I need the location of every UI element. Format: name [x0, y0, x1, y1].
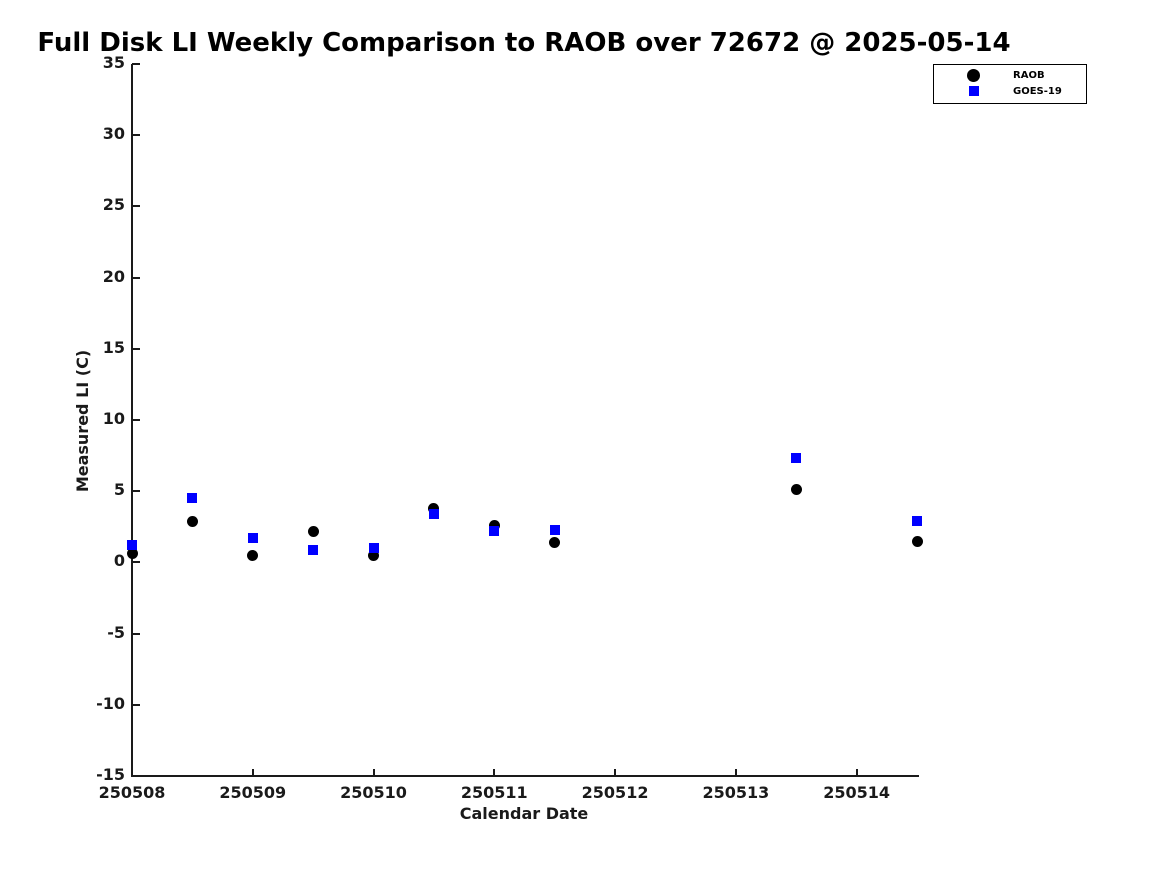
data-point-raob: [549, 536, 561, 548]
data-point-raob: [790, 484, 802, 496]
x-tick-label: 250510: [340, 783, 407, 802]
y-tick-mark: [132, 63, 140, 65]
legend-marker-circle-icon: [967, 69, 980, 82]
data-point-raob: [428, 502, 440, 514]
data-point-raob: [186, 515, 198, 527]
legend-marker-square-icon: [969, 86, 979, 96]
y-tick-mark: [132, 775, 140, 777]
y-tick-mark: [132, 205, 140, 208]
y-tick-mark: [132, 276, 140, 279]
data-point-goes19: [127, 540, 137, 551]
chart-title: Full Disk LI Weekly Comparison to RAOB o…: [37, 28, 1011, 58]
data-point-raob: [368, 549, 380, 561]
x-tick-mark: [251, 769, 254, 777]
x-tick-label: 250512: [581, 783, 649, 802]
x-tick-label: 250508: [98, 783, 166, 802]
data-point-goes19: [368, 543, 379, 554]
y-tick-mark: [132, 490, 140, 493]
x-tick-mark: [734, 769, 737, 777]
data-point-raob: [911, 535, 923, 547]
x-tick-label: 250513: [702, 783, 770, 802]
x-axis-label: Calendar Date: [459, 804, 589, 823]
y-tick-mark: [132, 347, 140, 350]
y-tick-mark: [132, 703, 140, 706]
y-tick-mark: [132, 561, 140, 564]
x-tick-mark: [131, 769, 133, 777]
legend: RAOB GOES-19: [933, 64, 1087, 104]
y-tick-label: 5: [113, 480, 125, 500]
legend-entry-goes19: GOES-19: [1013, 86, 1062, 97]
data-point-goes19: [791, 453, 802, 464]
y-tick-label: 0: [113, 551, 125, 571]
data-point-goes19: [912, 516, 922, 527]
y-tick-label: 30: [102, 124, 125, 144]
data-point-goes19: [308, 544, 319, 555]
x-tick-mark: [372, 769, 375, 777]
x-tick-label: 250509: [219, 783, 287, 802]
x-tick-mark: [855, 769, 858, 777]
data-point-goes19: [489, 526, 500, 537]
y-tick-label: 20: [102, 266, 125, 286]
data-point-goes19: [247, 533, 258, 544]
x-tick-label: 250514: [823, 783, 890, 802]
y-tick-label: -15: [96, 765, 125, 784]
y-tick-label: -5: [107, 622, 125, 642]
y-tick-label: 35: [102, 53, 125, 72]
y-tick-label: 10: [102, 409, 125, 428]
y-tick-mark: [132, 419, 140, 421]
y-tick-label: -10: [96, 693, 125, 713]
data-point-goes19: [549, 524, 560, 535]
y-tick-mark: [132, 632, 140, 635]
data-point-raob: [307, 525, 319, 537]
legend-entry-raob: RAOB: [1013, 70, 1045, 81]
y-tick-label: 15: [102, 337, 125, 357]
data-point-goes19: [187, 493, 198, 504]
y-tick-label: 25: [102, 195, 125, 215]
data-point-goes19: [428, 508, 439, 519]
x-axis-line: [131, 775, 919, 777]
x-tick-mark: [493, 769, 496, 777]
x-tick-label: 250511: [460, 783, 528, 802]
y-tick-mark: [132, 134, 140, 137]
x-tick-mark: [614, 769, 617, 777]
data-point-raob: [126, 548, 138, 560]
data-point-raob: [488, 519, 500, 531]
data-point-raob: [247, 549, 259, 561]
